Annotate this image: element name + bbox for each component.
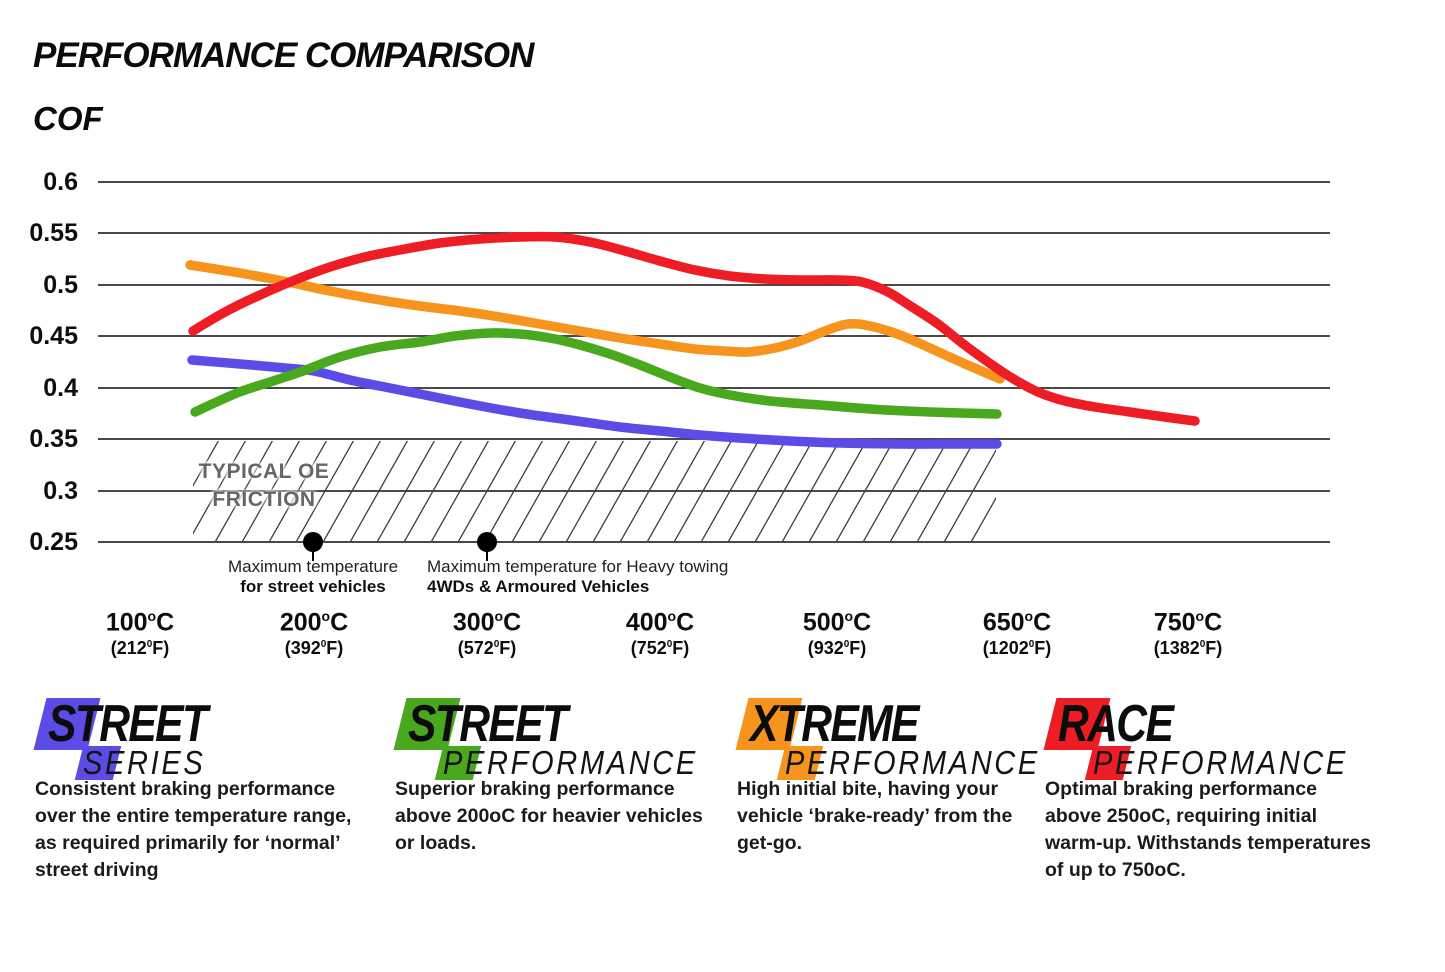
logo-word1: RACE [1058,695,1174,753]
logo-word1: XTREME [750,695,919,753]
x-axis-label: 650oC (12020F) [982,608,1052,659]
annotation-line2: 4WDs & Armoured Vehicles [427,577,650,596]
street-performance-line [190,328,1002,419]
y-axis-label: 0.6 [43,168,78,196]
x-axis-label: 100oC (2120F) [105,608,175,659]
logo-word2: SERIES [83,744,206,781]
page-title: PERFORMANCE COMPARISON [33,36,534,75]
y-axis-label: 0.4 [43,374,78,402]
annotation-line1: Maximum temperature [227,557,399,576]
typical-oe-line2: FRICTION [212,488,316,511]
x-axis-label: 200oC (3920F) [279,608,349,659]
typical-oe-hatch-band [193,441,996,541]
legend-street-series: STREET SERIES Consistent braking perform… [33,695,375,881]
y-axis-label: 0.35 [29,425,78,453]
legend-race-performance: RACE PERFORMANCE Optimal braking perform… [1043,695,1375,881]
xtreme-performance-logo: XTREME PERFORMANCE [735,695,1037,788]
legend-xtreme-performance: XTREME PERFORMANCE High initial bite, ha… [735,695,1037,854]
logo-word2: PERFORMANCE [785,744,1040,781]
race-performance-logo: RACE PERFORMANCE [1043,695,1375,788]
xtreme-performance-line [185,260,1005,384]
street-series-line [187,355,1002,449]
logo-word1: STREET [408,695,568,753]
logo-word1: STREET [48,695,208,753]
legend-description: Consistent braking performance over the … [35,778,352,881]
max-temp-marker-dot [303,532,323,552]
race-performance-line [188,231,1200,426]
legend-description: Optimal braking performance above 250oC,… [1045,778,1371,881]
performance-chart [98,181,1330,561]
x-axis-label: 300oC (5720F) [452,608,522,659]
legend-description: Superior braking performance above 200oC… [395,778,703,854]
annotation-street-max-temp: Maximum temperature for street vehicles [228,557,398,597]
y-axis-title: COF [33,100,103,137]
y-axis-label: 0.3 [43,477,78,505]
y-axis-label: 0.5 [43,271,78,299]
street-performance-logo: STREET PERFORMANCE [393,695,725,788]
annotation-line1: Maximum temperature for Heavy towing [427,557,729,576]
y-axis-label: 0.25 [29,528,78,556]
y-axis-label: 0.55 [29,219,78,247]
legend-description: High initial bite, having your vehicle ‘… [737,778,1013,854]
x-axis-label: 500oC (9320F) [802,608,872,659]
typical-oe-line1: TYPICAL OE [198,460,330,483]
street-series-logo: STREET SERIES [33,695,375,788]
x-axis-label: 400oC (7520F) [625,608,695,659]
legend-street-performance: STREET PERFORMANCE Superior braking perf… [393,695,725,854]
typical-oe-friction-label: TYPICAL OE FRICTION [199,458,330,514]
annotation-line2: for street vehicles [240,577,386,596]
logo-word2: PERFORMANCE [443,744,698,781]
x-axis-label: 750oC (13820F) [1153,608,1223,659]
max-temp-marker-dot [477,532,497,552]
y-axis-label: 0.45 [29,322,78,350]
annotation-towing-max-temp: Maximum temperature for Heavy towing 4WD… [427,557,728,597]
logo-word2: PERFORMANCE [1093,744,1348,781]
